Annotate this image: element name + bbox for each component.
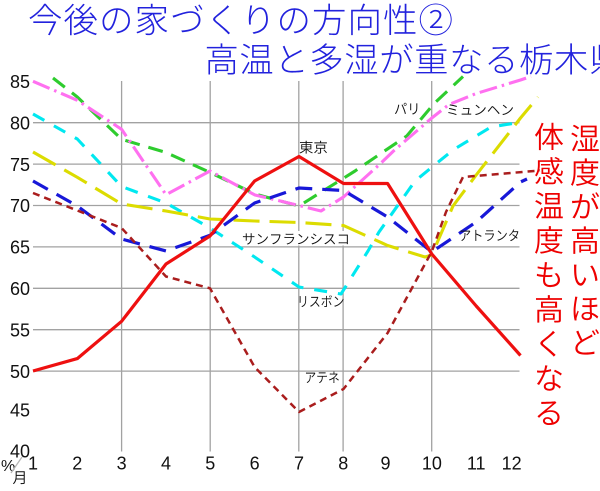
svg-text:3: 3 (117, 454, 127, 474)
svg-text:85: 85 (10, 72, 30, 92)
svg-text:45: 45 (10, 401, 30, 421)
svg-text:1: 1 (28, 454, 38, 474)
svg-text:70: 70 (10, 196, 30, 216)
svg-text:7: 7 (294, 454, 304, 474)
svg-text:80: 80 (10, 113, 30, 133)
svg-text:12: 12 (502, 454, 522, 474)
svg-text:4: 4 (161, 454, 171, 474)
svg-text:55: 55 (10, 320, 30, 340)
svg-text:11: 11 (467, 454, 486, 474)
svg-text:50: 50 (10, 362, 30, 382)
svg-text:10: 10 (422, 454, 442, 474)
svg-text:65: 65 (10, 238, 30, 258)
svg-text:8: 8 (338, 454, 348, 474)
svg-text:2: 2 (72, 454, 82, 474)
svg-text:5: 5 (205, 454, 215, 474)
svg-text:60: 60 (10, 279, 30, 299)
svg-text:75: 75 (10, 155, 30, 175)
svg-text:6: 6 (250, 454, 260, 474)
svg-text:%: % (1, 458, 15, 475)
svg-text:9: 9 (380, 454, 390, 474)
svg-text:40: 40 (10, 442, 30, 462)
